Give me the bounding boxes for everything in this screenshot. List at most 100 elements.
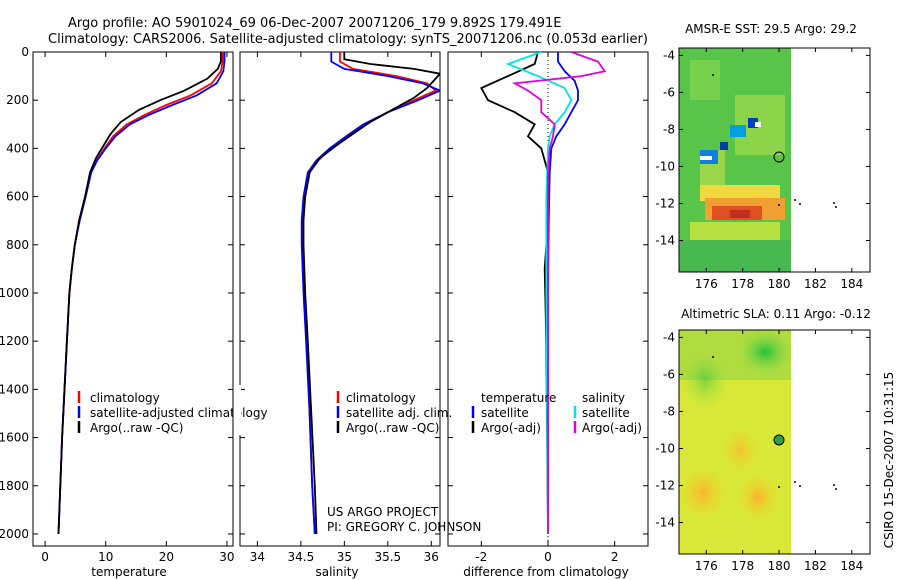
- island: [799, 203, 801, 205]
- sst-map: [678, 47, 871, 273]
- y-tick-label: 400: [6, 141, 29, 155]
- map-y-tick-label: -12: [655, 197, 675, 211]
- legend-label: Argo(-adj): [582, 421, 642, 435]
- sla-patch: [720, 425, 760, 475]
- legend-label: climatology: [90, 391, 160, 405]
- difference-xlabel: difference from climatology: [463, 565, 629, 579]
- series-line: [57, 52, 222, 535]
- map-y-tick-label: -14: [655, 234, 675, 248]
- island: [712, 74, 714, 76]
- header-line1: Argo profile: AO 5901024_69 06-Dec-2007 …: [68, 16, 562, 31]
- map-x-tick-label: 180: [768, 277, 791, 291]
- island: [778, 204, 780, 206]
- sla-patch: [736, 472, 780, 522]
- sla-islands: [712, 356, 837, 490]
- x-tick-label: 0: [544, 550, 552, 564]
- map-x-tick-label: 184: [840, 559, 863, 573]
- island: [794, 481, 796, 483]
- map-x-tick-label: 176: [695, 559, 718, 573]
- legend-label: satellite adj. clim.: [346, 406, 452, 420]
- map-y-tick-label: -10: [655, 441, 675, 455]
- map-y-tick-label: -4: [663, 48, 675, 62]
- island: [835, 206, 837, 208]
- legend-label: satellite: [582, 406, 630, 420]
- x-tick-label: -2: [475, 550, 487, 564]
- salinity-axes: [239, 51, 441, 547]
- map-y-tick-label: -12: [655, 479, 675, 493]
- difference-legend: temperature salinity satellite Argo(-adj…: [471, 391, 642, 435]
- island: [712, 356, 714, 358]
- series-line: [301, 52, 438, 535]
- sla-patch: [680, 350, 730, 410]
- map-x-tick-label: 178: [731, 277, 754, 291]
- x-tick-label: 35: [337, 550, 352, 564]
- map-y-tick-label: -10: [655, 159, 675, 173]
- island: [799, 485, 801, 487]
- map-y-tick-label: -6: [663, 367, 675, 381]
- map-x-tick-label: 182: [804, 277, 827, 291]
- sst-patch: [690, 60, 720, 100]
- sst-patch: [730, 125, 746, 137]
- sst-patch: [720, 142, 728, 150]
- series-line: [300, 52, 440, 535]
- series-line: [57, 52, 226, 535]
- y-tick-label: 1800: [0, 479, 29, 493]
- sla-patch: [678, 465, 728, 521]
- series-line: [547, 52, 579, 534]
- temperature-legend: climatology satellite-adjusted climatolo…: [77, 391, 268, 435]
- legend-label: climatology: [346, 391, 416, 405]
- legend-label: satellite: [481, 406, 529, 420]
- series-line: [57, 52, 224, 535]
- sla-map-title: Altimetric SLA: 0.11 Argo: -0.12: [681, 307, 871, 321]
- difference-ticks: -2 0 2: [448, 51, 648, 564]
- series-line: [505, 52, 573, 535]
- legend-label: Argo(-adj): [481, 421, 541, 435]
- island: [835, 488, 837, 490]
- temperature-xlabel: temperature: [91, 565, 166, 579]
- temperature-lines: [57, 52, 226, 535]
- map-y-tick-label: -14: [655, 516, 675, 530]
- map-x-tick-label: 178: [731, 559, 754, 573]
- sst-patch: [700, 156, 712, 160]
- y-tick-label: 800: [6, 238, 29, 252]
- x-tick-label: 30: [219, 550, 234, 564]
- legend-label: Argo(..raw -QC): [346, 421, 439, 435]
- temperature-ticks: 0 10 20 30 0 200 400 600 800 1000 1200 1400 1600 1800…: [0, 45, 235, 564]
- sst-patch: [755, 122, 761, 127]
- sst-patch: [730, 210, 750, 218]
- y-tick-label: 1000: [0, 286, 29, 300]
- map-x-tick-label: 184: [840, 277, 863, 291]
- map-y-tick-label: -8: [663, 404, 675, 418]
- series-line: [480, 52, 549, 535]
- map-y-tick-label: -8: [663, 122, 675, 136]
- header-line2: Climatology: CARS2006. Satellite-adjuste…: [48, 32, 648, 47]
- y-tick-label: 600: [6, 190, 29, 204]
- temperature-axes: [32, 51, 234, 547]
- sst-patch: [700, 185, 780, 201]
- island: [778, 486, 780, 488]
- legend-label: Argo(..raw -QC): [90, 421, 183, 435]
- sla-map-axes: [678, 329, 871, 555]
- sst-float-marker: [773, 151, 785, 163]
- x-tick-label: 35.5: [374, 550, 401, 564]
- map-x-tick-label: 180: [768, 559, 791, 573]
- island: [794, 199, 796, 201]
- salinity-ticks: 34 34.5 35 35.5 36: [240, 51, 440, 564]
- sla-map: [678, 327, 871, 555]
- map-y-tick-label: -4: [663, 330, 675, 344]
- y-tick-label: 1400: [0, 382, 29, 396]
- y-tick-label: 2000: [0, 527, 29, 541]
- x-tick-label: 34: [250, 550, 265, 564]
- sst-islands: [712, 74, 837, 208]
- salinity-legend: climatology satellite adj. clim. Argo(..…: [336, 391, 452, 435]
- sla-map-ticks: 176 178 180 182 184 -4 -6 -8 -10 -12 -14: [655, 330, 870, 573]
- sst-patch: [679, 240, 791, 272]
- x-tick-label: 10: [98, 550, 113, 564]
- salinity-xlabel: salinity: [315, 565, 358, 579]
- y-tick-label: 1600: [0, 431, 29, 445]
- island: [833, 202, 835, 204]
- x-tick-label: 34.5: [288, 550, 315, 564]
- legend-header-salinity: salinity: [582, 391, 625, 405]
- sst-patch: [690, 222, 780, 240]
